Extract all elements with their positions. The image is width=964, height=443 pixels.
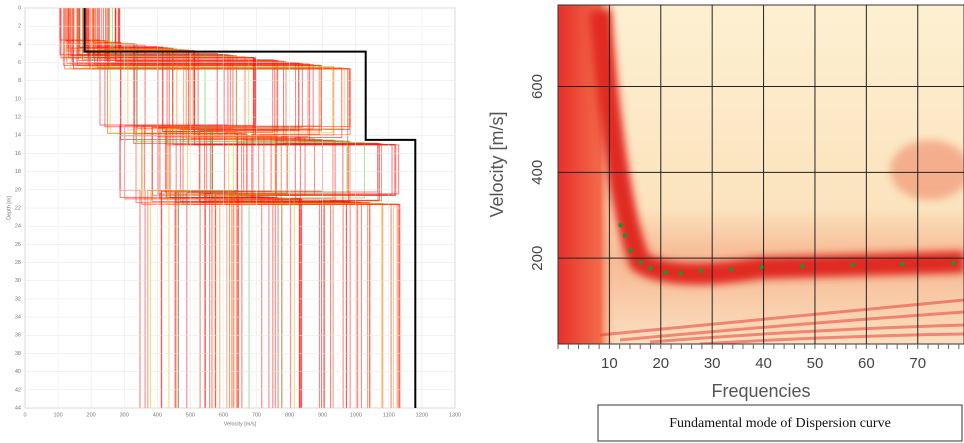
y-tick-label: 400: [529, 160, 546, 185]
y-tick-label: 32: [15, 296, 21, 302]
y-axis-label: Depth [m]: [6, 196, 12, 220]
y-tick-label: 12: [15, 115, 21, 121]
x-tick-label: 400: [153, 412, 162, 418]
x-tick-label: 100: [53, 412, 62, 418]
heatmap-stripes: [599, 298, 964, 344]
x-tick-label: 500: [186, 412, 195, 418]
y-tick-label: 36: [15, 333, 21, 339]
y-tick-label: 16: [15, 151, 21, 157]
model-line: [64, 8, 401, 408]
y-tick-label: 44: [15, 405, 21, 411]
x-tick-label: 70: [909, 355, 926, 372]
model-line: [64, 8, 146, 408]
x-tick-label: 600: [219, 412, 228, 418]
dispersion-point: [799, 264, 805, 269]
x-tick-label: 700: [252, 412, 261, 418]
caption-box: [597, 404, 963, 442]
x-tick-label: 60: [858, 355, 875, 372]
x-tick-label: 40: [755, 355, 772, 372]
y-tick-label: 34: [15, 315, 21, 321]
caption: Fundamental mode of Dispersion curve: [669, 416, 891, 431]
y-tick-label: 2: [18, 24, 21, 30]
x-tick-label: 50: [807, 355, 824, 372]
x-tick-label: 800: [285, 412, 294, 418]
dispersion-point: [628, 248, 633, 253]
model-line: [60, 8, 301, 408]
y-tick-label: 0: [18, 5, 21, 11]
dispersion-point: [950, 261, 956, 266]
dispersion-point: [759, 264, 764, 270]
dispersion-point: [623, 233, 628, 238]
x-tick-label: 1000: [350, 412, 362, 418]
dispersion-point: [728, 267, 734, 272]
model-line: [92, 8, 276, 408]
x-axis-label: Velocity [m/s]: [224, 421, 257, 427]
x-axis-label: Frequencies: [711, 381, 810, 401]
model-line: [95, 8, 288, 408]
y-tick-label: 30: [15, 278, 21, 284]
dispersion-point: [900, 261, 905, 267]
x-tick-label: 30: [704, 355, 721, 372]
y-tick-label: 28: [15, 260, 21, 266]
dispersion-point: [698, 268, 704, 274]
y-tick-label: 200: [529, 246, 546, 271]
model-line: [115, 8, 383, 408]
dispersion-point: [648, 265, 653, 271]
x-tick-label: 0: [23, 412, 26, 418]
dispersion-point: [678, 270, 684, 276]
x-tick-label: 1100: [383, 412, 395, 418]
x-tick-label: 20: [652, 355, 669, 372]
y-tick-label: 10: [15, 96, 21, 102]
y-tick-label: 6: [18, 60, 21, 66]
x-tick-label: 200: [87, 412, 96, 418]
y-tick-label: 38: [15, 351, 21, 357]
right-plot-area: [557, 4, 964, 345]
x-tick-label: 1200: [416, 412, 428, 418]
y-tick-label: 26: [15, 242, 21, 248]
y-tick-label: 20: [15, 187, 21, 193]
dispersion-point: [663, 270, 669, 275]
y-tick-label: 18: [15, 169, 21, 175]
y-tick-label: 8: [18, 78, 21, 84]
model-line: [111, 8, 365, 408]
dispersion-point: [850, 262, 855, 268]
y-tick-label: 22: [15, 205, 21, 211]
x-tick-label: 10: [601, 355, 618, 372]
x-tick-label: 300: [120, 412, 129, 418]
model-line: [87, 8, 369, 408]
dispersion-point: [618, 222, 623, 228]
x-tick-label: 1300: [449, 412, 461, 418]
y-tick-label: 24: [15, 224, 21, 230]
model-line: [78, 8, 326, 408]
y-axis-label: Velocity [m/s]: [487, 111, 507, 217]
x-tick-label: 900: [318, 412, 327, 418]
dispersion-point: [638, 260, 644, 265]
y-tick-label: 4: [18, 42, 21, 48]
best-model: [83, 8, 417, 408]
y-tick-label: 14: [15, 133, 21, 139]
y-tick-label: 600: [529, 74, 546, 99]
y-tick-label: 42: [15, 387, 21, 393]
model-line: [66, 8, 351, 408]
y-tick-label: 40: [15, 369, 21, 375]
dispersion-image: [558, 5, 964, 344]
heatmap-blob: [890, 140, 964, 200]
